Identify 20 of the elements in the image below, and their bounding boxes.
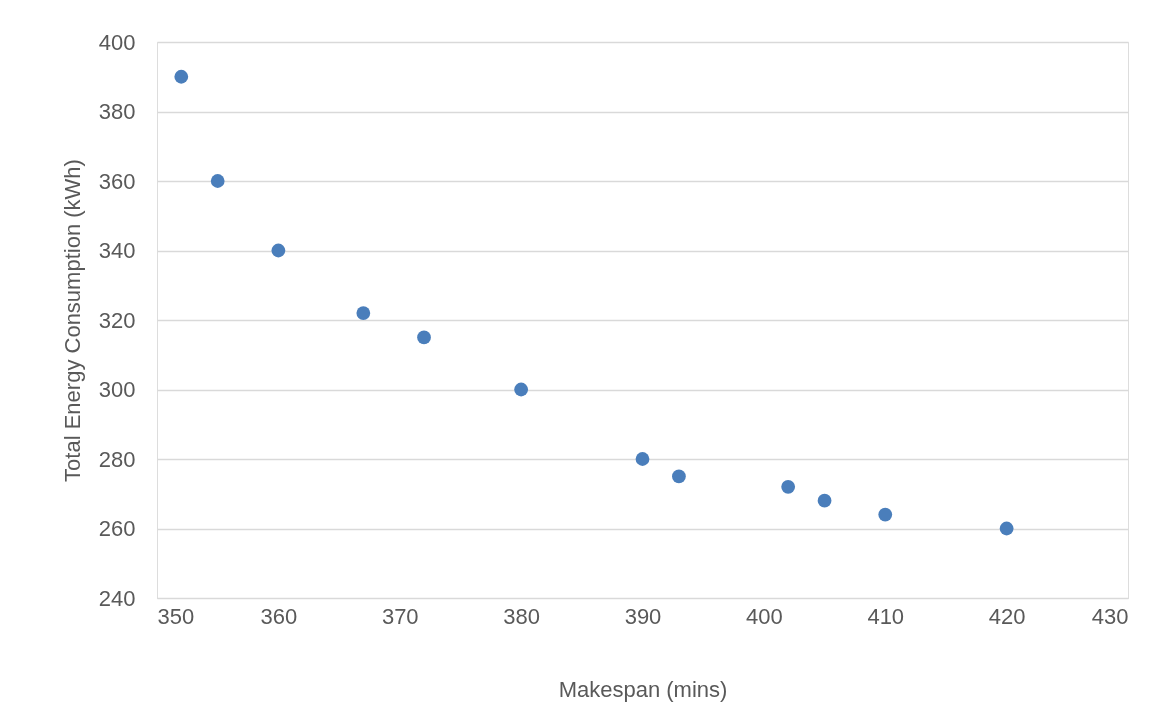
x-tick-label: 370	[381, 603, 419, 629]
x-tick-label: 400	[746, 603, 783, 629]
y-tick-label: 400	[98, 29, 136, 55]
y-tick-label: 300	[98, 377, 136, 402]
y-tick-label: 260	[98, 516, 136, 541]
y-tick-label: 320	[98, 307, 136, 333]
x-tick-label: 360	[260, 603, 298, 629]
y-tick-label: 340	[98, 238, 136, 263]
y-tick-label: 280	[98, 446, 136, 472]
x-tick-label: 410	[867, 603, 905, 629]
x-tick-label: 420	[988, 603, 1026, 629]
x-tick-label: 390	[624, 603, 662, 629]
x-tick-label: 350	[157, 603, 195, 629]
x-tick-label: 380	[503, 603, 540, 629]
y-tick-label: 380	[98, 99, 136, 124]
y-tick-label: 360	[98, 168, 136, 194]
y-axis-title: Total Energy Consumption (kWh)	[59, 159, 85, 482]
x-tick-label: 430	[1091, 603, 1129, 629]
x-axis-title: Makespan (mins)	[558, 676, 728, 702]
y-tick-label: 240	[98, 585, 136, 611]
